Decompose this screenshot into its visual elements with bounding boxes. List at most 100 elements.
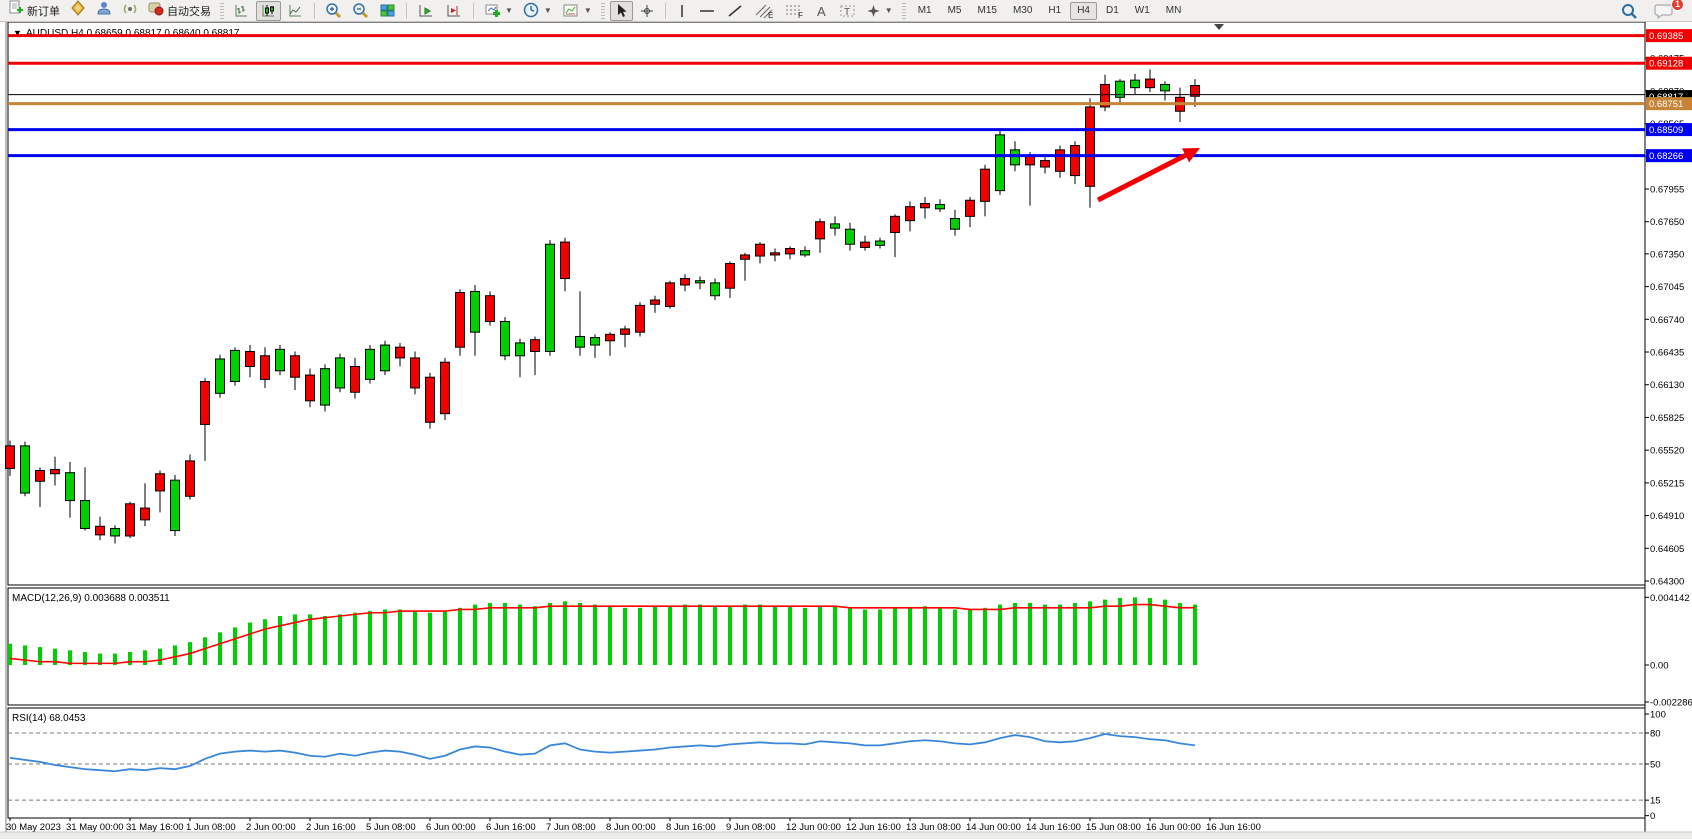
candle-body	[890, 215, 900, 233]
candle-body	[695, 280, 705, 284]
svg-text:12 Jun 00:00: 12 Jun 00:00	[786, 822, 841, 833]
chart-canvas[interactable]: 0.691750.688700.685650.682600.679550.676…	[0, 22, 1692, 839]
autotrading-button[interactable]: 自动交易	[144, 1, 215, 21]
text-label-button[interactable]: T	[835, 1, 860, 21]
svg-text:12 Jun 16:00: 12 Jun 16:00	[846, 822, 901, 833]
candle-body	[860, 241, 870, 248]
candle-body	[275, 348, 285, 372]
templates-button[interactable]: ▼	[558, 1, 596, 21]
new-order-label: 新订单	[27, 5, 60, 18]
community-button[interactable]	[92, 1, 116, 21]
cursor-button[interactable]	[609, 0, 633, 21]
level-lines[interactable]: 0.693850.691280.688170.687510.685090.682…	[8, 29, 1692, 163]
svg-text:F: F	[798, 11, 803, 19]
svg-text:0.00: 0.00	[1650, 661, 1669, 672]
svg-text:13 Jun 08:00: 13 Jun 08:00	[906, 822, 961, 833]
timeframe-m5-button[interactable]: M5	[947, 5, 962, 16]
svg-text:7 Jun 08:00: 7 Jun 08:00	[546, 822, 596, 833]
chat-button[interactable]: 1	[1650, 0, 1684, 21]
candle-body	[785, 248, 795, 255]
svg-text:1 Jun 08:00: 1 Jun 08:00	[186, 822, 236, 833]
vertical-line-button[interactable]	[672, 1, 692, 21]
timeframe-m15-button[interactable]: M15	[977, 5, 997, 16]
new-chart-button[interactable]: ▼	[480, 1, 517, 21]
candle-body	[980, 168, 990, 202]
candle-body	[905, 206, 915, 222]
rsi-indicator: 100 80 50 15 0 RSI(14) 68.0453	[8, 710, 1666, 822]
candle-body	[350, 366, 360, 393]
svg-text:2 Jun 16:00: 2 Jun 16:00	[306, 822, 356, 833]
zoom-in-button[interactable]	[321, 1, 346, 21]
trend-arrow-annotation[interactable]	[1096, 148, 1200, 203]
candle-body	[800, 250, 810, 256]
candle-body	[1100, 83, 1110, 108]
svg-text:6 Jun 00:00: 6 Jun 00:00	[426, 822, 476, 833]
horizontal-line-button[interactable]	[694, 1, 720, 21]
rsi-line	[9, 733, 1196, 773]
candle-body	[545, 243, 555, 352]
line-chart-button[interactable]	[283, 1, 308, 21]
toolbar-grip	[901, 2, 906, 19]
text-button[interactable]: A	[810, 1, 833, 21]
timeframe-h4-button[interactable]: H4	[1070, 1, 1097, 20]
toolbar-grip	[220, 2, 224, 19]
toolbar-grip	[600, 2, 605, 19]
candle-body	[80, 500, 90, 529]
svg-text:0.64605: 0.64605	[1650, 544, 1684, 555]
toolbar: 新订单 自动交易 ▼ ▼ ▼	[0, 0, 1692, 22]
timeframe-w1-button[interactable]: W1	[1134, 5, 1150, 16]
dropdown-caret-icon: ▼	[543, 6, 552, 15]
candle-body	[665, 282, 675, 307]
candle-body	[170, 479, 180, 532]
candle-body	[1160, 83, 1170, 92]
timeframe-d1-button[interactable]: D1	[1106, 5, 1119, 16]
candle-body	[680, 278, 690, 286]
autoscroll-button[interactable]	[413, 1, 439, 21]
candle-body	[380, 344, 390, 372]
arrows-button[interactable]: ▼	[862, 1, 897, 21]
signal-button[interactable]	[118, 1, 142, 21]
trendline-button[interactable]	[722, 1, 748, 21]
candle-body	[1115, 80, 1125, 98]
candle-body	[335, 357, 345, 389]
chart-shift-marker[interactable]	[1214, 24, 1224, 30]
svg-text:0.67350: 0.67350	[1650, 249, 1684, 260]
candle-body	[395, 346, 405, 359]
bar-chart-button[interactable]	[229, 1, 254, 21]
candle-body	[755, 243, 765, 257]
svg-text:0.68751: 0.68751	[1649, 99, 1683, 110]
svg-text:8 Jun 00:00: 8 Jun 00:00	[606, 822, 656, 833]
candle-body	[455, 291, 465, 348]
search-button[interactable]	[1616, 1, 1642, 21]
candle-body	[5, 445, 15, 469]
fibonacci-button[interactable]: F	[780, 1, 808, 21]
timeframe-h1-button[interactable]: H1	[1048, 5, 1062, 16]
candle-body	[410, 357, 420, 389]
svg-text:50: 50	[1650, 760, 1661, 771]
candle-body	[110, 527, 120, 537]
candle-body	[845, 228, 855, 245]
svg-text:0.67955: 0.67955	[1650, 185, 1684, 196]
candle-body	[740, 254, 750, 260]
timeframe-m1-button[interactable]: M1	[917, 5, 932, 16]
person-icon	[96, 0, 112, 21]
equidistant-channel-button[interactable]: E	[750, 1, 778, 21]
svg-text:80: 80	[1650, 729, 1661, 740]
svg-text:0.65825: 0.65825	[1650, 413, 1684, 424]
periods-button[interactable]: ▼	[519, 1, 556, 21]
candle-body	[830, 223, 840, 229]
timeframe-mn-button[interactable]: MN	[1165, 5, 1182, 16]
timeframe-m30-button[interactable]: M30	[1012, 5, 1033, 16]
candle-body	[200, 381, 210, 425]
svg-text:0.64300: 0.64300	[1650, 577, 1684, 588]
candle-body	[815, 221, 825, 240]
candle-body	[260, 355, 270, 380]
candlestick-chart-button[interactable]	[256, 0, 281, 21]
tile-windows-button[interactable]	[375, 1, 400, 21]
seal-button[interactable]	[66, 0, 90, 21]
svg-text:30 May 2023: 30 May 2023	[6, 822, 61, 833]
crosshair-button[interactable]	[635, 1, 659, 21]
new-order-button[interactable]: 新订单	[4, 0, 64, 21]
chart-shift-button[interactable]	[441, 1, 467, 21]
zoom-out-button[interactable]	[348, 1, 373, 21]
